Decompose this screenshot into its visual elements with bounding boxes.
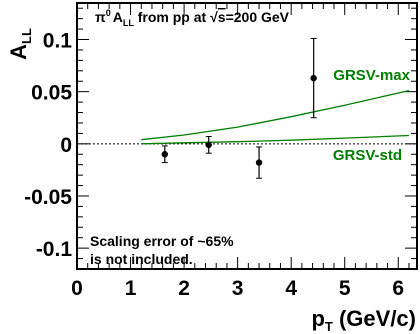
data-point bbox=[205, 141, 212, 149]
x-tick-label: 2 bbox=[178, 277, 190, 300]
x-tick-label: 4 bbox=[285, 277, 297, 300]
x-tick-labels: 0 1 2 3 4 5 6 bbox=[71, 277, 404, 300]
y-tick-label: 0 bbox=[60, 134, 72, 157]
y-tick-label: -0.1 bbox=[36, 238, 73, 261]
chart-title: π0 ALL from pp at √s=200 GeV bbox=[95, 8, 290, 28]
data-point bbox=[255, 159, 263, 166]
curve-label-grsv-max: GRSV-max bbox=[333, 67, 410, 84]
plot-frame bbox=[76, 2, 418, 270]
curve-grsv-std bbox=[141, 134, 410, 145]
data-point bbox=[310, 74, 317, 82]
y-tick-label: -0.05 bbox=[24, 186, 72, 209]
x-axis-title: pT (GeV/c) bbox=[311, 306, 416, 334]
x-tick-label: 6 bbox=[392, 277, 404, 300]
axis-ticks bbox=[76, 3, 417, 270]
x-tick-label: 1 bbox=[125, 277, 137, 300]
x-tick-label: 5 bbox=[339, 277, 351, 300]
x-tick-label: 0 bbox=[71, 277, 83, 300]
y-tick-labels: -0.1 -0.05 0 0.05 0.1 bbox=[24, 30, 72, 262]
y-axis-title: ALL bbox=[6, 28, 34, 60]
theory-curves bbox=[141, 89, 410, 145]
data-point bbox=[161, 151, 169, 158]
x-tick-label: 3 bbox=[232, 277, 244, 300]
data-points bbox=[161, 37, 317, 179]
scaling-note-line-2: is not included. bbox=[90, 251, 193, 267]
y-tick-label: 0.1 bbox=[43, 30, 73, 53]
curve-grsv-max bbox=[141, 89, 410, 141]
y-tick-label: 0.05 bbox=[31, 82, 72, 105]
scaling-note-line-1: Scaling error of ~65% bbox=[90, 233, 234, 249]
curve-label-grsv-std: GRSV-std bbox=[333, 147, 402, 164]
